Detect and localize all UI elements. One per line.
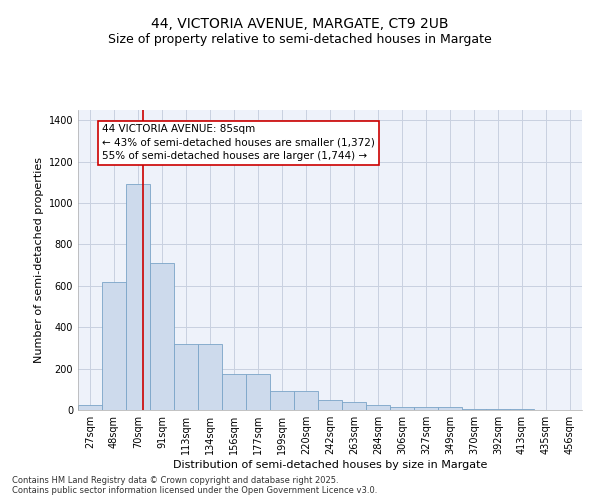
Bar xyxy=(438,408,462,410)
Bar xyxy=(174,344,198,410)
Bar xyxy=(462,408,486,410)
Bar xyxy=(150,263,174,410)
Bar xyxy=(78,405,102,410)
Bar xyxy=(102,282,126,410)
Bar xyxy=(486,408,510,410)
Bar xyxy=(294,392,318,410)
Text: 44 VICTORIA AVENUE: 85sqm
← 43% of semi-detached houses are smaller (1,372)
55% : 44 VICTORIA AVENUE: 85sqm ← 43% of semi-… xyxy=(102,124,375,161)
Bar xyxy=(414,408,438,410)
X-axis label: Distribution of semi-detached houses by size in Margate: Distribution of semi-detached houses by … xyxy=(173,460,487,470)
Text: Contains HM Land Registry data © Crown copyright and database right 2025.
Contai: Contains HM Land Registry data © Crown c… xyxy=(12,476,377,495)
Bar xyxy=(510,408,534,410)
Bar xyxy=(126,184,150,410)
Bar xyxy=(318,400,342,410)
Y-axis label: Number of semi-detached properties: Number of semi-detached properties xyxy=(34,157,44,363)
Bar xyxy=(390,408,414,410)
Text: 44, VICTORIA AVENUE, MARGATE, CT9 2UB: 44, VICTORIA AVENUE, MARGATE, CT9 2UB xyxy=(151,18,449,32)
Bar xyxy=(270,392,294,410)
Text: Size of property relative to semi-detached houses in Margate: Size of property relative to semi-detach… xyxy=(108,32,492,46)
Bar xyxy=(342,402,366,410)
Bar xyxy=(222,374,246,410)
Bar xyxy=(246,374,270,410)
Bar xyxy=(198,344,222,410)
Bar xyxy=(366,405,390,410)
